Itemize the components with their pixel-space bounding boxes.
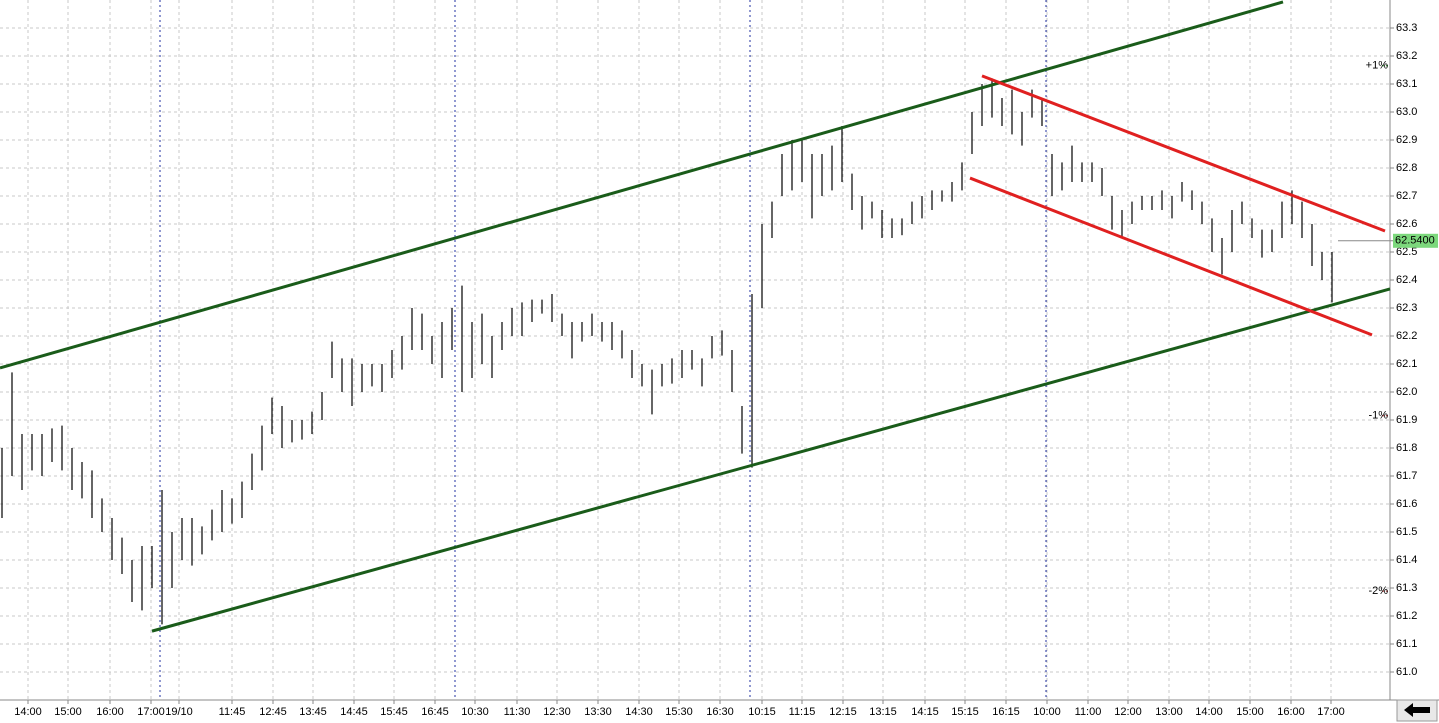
x-tick-label: 14:00 xyxy=(14,706,42,718)
y-tick-label: 62.1 xyxy=(1396,358,1417,370)
y-tick-label: 61.9 xyxy=(1396,414,1417,426)
x-tick-label: 16:00 xyxy=(1277,706,1305,718)
x-tick-label: 12:00 xyxy=(1114,706,1142,718)
x-tick-label: 16:00 xyxy=(96,706,124,718)
y-tick-label: 61.5 xyxy=(1396,526,1417,538)
x-tick-label: 11:15 xyxy=(789,706,816,718)
x-tick-label: 12:45 xyxy=(259,706,287,718)
y-tick-label: 63.0 xyxy=(1396,106,1417,118)
x-tick-label: 14:15 xyxy=(911,706,939,718)
arrow-icon[interactable] xyxy=(1404,703,1430,717)
back-button[interactable] xyxy=(1396,699,1438,722)
trend-line xyxy=(0,0,1284,370)
x-tick-label: 17:00 xyxy=(137,706,165,718)
trend-line xyxy=(969,176,1373,337)
x-tick-label: 15:15 xyxy=(951,706,979,718)
x-tick-label: 19/10 xyxy=(165,706,193,718)
x-tick-label: 10:15 xyxy=(748,706,776,718)
y-tick-label: 62.5 xyxy=(1396,246,1417,258)
x-tick-label: 13:30 xyxy=(584,706,612,718)
x-tick-label: 14:30 xyxy=(625,706,653,718)
y-tick-label: 62.2 xyxy=(1396,330,1417,342)
x-tick-label: 13:15 xyxy=(869,706,897,718)
y-tick-label: 61.4 xyxy=(1396,554,1417,566)
pct-label: -1% xyxy=(1368,410,1388,422)
x-tick-label: 15:45 xyxy=(380,706,408,718)
last-price-label: 62.5400 xyxy=(1395,235,1435,247)
y-tick-label: 62.4 xyxy=(1396,274,1417,286)
x-tick-label: 12:30 xyxy=(543,706,571,718)
y-tick-label: 62.6 xyxy=(1396,218,1417,230)
trend-line xyxy=(151,287,1391,633)
x-tick-label: 10:30 xyxy=(461,706,489,718)
last-price-box xyxy=(1393,233,1438,248)
x-tick-label: 16:45 xyxy=(421,706,449,718)
y-tick-label: 61.7 xyxy=(1396,470,1417,482)
pct-label: +1% xyxy=(1366,60,1389,72)
y-tick-label: 63.3 xyxy=(1396,22,1417,34)
y-tick-label: 63.1 xyxy=(1396,78,1417,90)
x-tick-label: 14:00 xyxy=(1195,706,1223,718)
x-tick-label: 15:00 xyxy=(54,706,82,718)
y-tick-label: 62.0 xyxy=(1396,386,1417,398)
x-tick-label: 10:00 xyxy=(1033,706,1061,718)
y-tick-label: 63.2 xyxy=(1396,50,1417,62)
trend-line xyxy=(981,74,1386,233)
y-tick-label: 62.3 xyxy=(1396,302,1417,314)
x-tick-label: 15:30 xyxy=(665,706,693,718)
x-tick-label: 17:00 xyxy=(1317,706,1345,718)
y-tick-label: 61.0 xyxy=(1396,666,1417,678)
y-tick-label: 62.7 xyxy=(1396,190,1417,202)
x-tick-label: 13:45 xyxy=(299,706,327,718)
pct-label: -2% xyxy=(1368,585,1388,597)
y-tick-label: 61.6 xyxy=(1396,498,1417,510)
y-tick-label: 61.1 xyxy=(1396,638,1417,650)
x-tick-label: 11:00 xyxy=(1075,706,1102,718)
x-tick-label: 11:30 xyxy=(504,706,531,718)
x-tick-label: 11:45 xyxy=(219,706,246,718)
y-tick-label: 62.9 xyxy=(1396,134,1417,146)
x-tick-label: 14:45 xyxy=(340,706,368,718)
y-tick-label: 61.8 xyxy=(1396,442,1417,454)
x-tick-label: 15:00 xyxy=(1236,706,1264,718)
x-tick-label: 12:15 xyxy=(829,706,857,718)
x-tick-label: 16:30 xyxy=(706,706,734,718)
y-tick-label: 61.2 xyxy=(1396,610,1417,622)
y-tick-label: 61.3 xyxy=(1396,582,1417,594)
x-tick-label: 16:15 xyxy=(992,706,1020,718)
x-tick-label: 13:00 xyxy=(1155,706,1183,718)
y-tick-label: 62.8 xyxy=(1396,162,1417,174)
